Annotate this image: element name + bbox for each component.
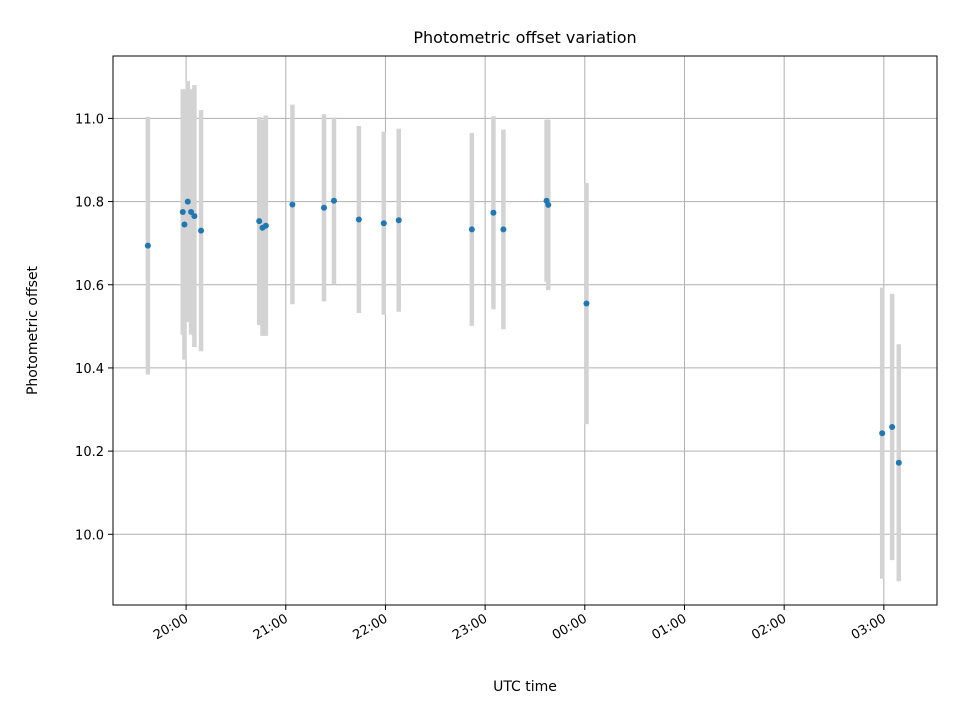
data-point [188,208,195,215]
data-point [289,201,296,208]
data-point [583,300,590,307]
data-point [262,222,269,229]
data-point [395,217,402,224]
data-points [144,197,902,466]
data-point [895,459,902,466]
data-point [330,197,337,204]
x-axis-label: UTC time [493,679,557,695]
y-tick-label: 10.6 [75,279,104,294]
data-point [198,227,205,234]
data-point [144,242,151,249]
y-tick-label: 10.8 [75,196,104,211]
data-point [468,226,475,233]
y-tick-label: 10.2 [75,445,104,460]
data-point [184,198,191,205]
data-point [355,216,362,223]
data-point [181,221,188,228]
chart-title: Photometric offset variation [413,28,636,47]
data-point [191,213,198,220]
y-tick-label: 11.0 [75,112,104,127]
y-axis-ticks: 10.0 10.2 10.4 10.6 10.8 11.0 [75,112,113,543]
data-point [256,218,263,225]
data-point [545,201,552,208]
y-axis-label: Photometric offset [25,265,41,395]
data-point [179,208,186,215]
data-point [500,226,507,233]
data-point [490,209,497,216]
data-point [889,423,896,430]
data-point [380,220,387,227]
y-tick-label: 10.4 [75,362,104,377]
plot-frame [112,55,938,606]
y-tick-label: 10.0 [75,528,104,543]
data-point [879,430,886,437]
data-point [320,204,327,211]
